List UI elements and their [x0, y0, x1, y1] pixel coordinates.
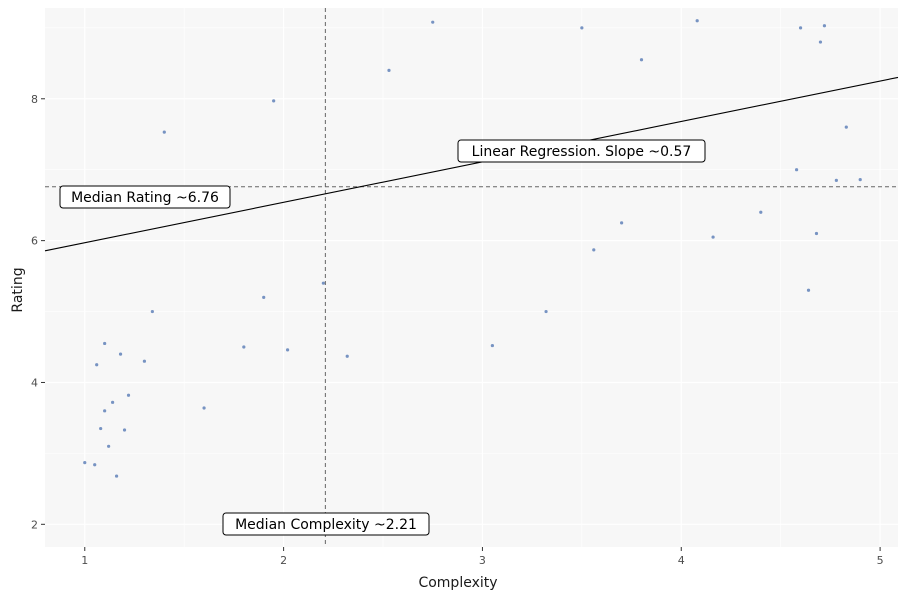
regression-annotation: Linear Regression. Slope ~0.57	[457, 139, 706, 163]
data-point	[93, 463, 97, 467]
data-point	[107, 444, 111, 448]
x-tick-label: 4	[678, 554, 685, 567]
data-point	[242, 345, 246, 349]
data-point	[490, 343, 494, 348]
median-complexity-label: Median Complexity ~2.21	[235, 517, 417, 533]
data-point	[272, 99, 276, 103]
data-point	[142, 359, 147, 363]
data-point	[639, 58, 644, 62]
data-point	[822, 24, 827, 28]
data-point	[150, 309, 154, 314]
data-point	[103, 409, 107, 413]
data-point	[118, 352, 123, 356]
gridlines	[45, 8, 898, 547]
data-point	[111, 400, 115, 404]
data-point	[103, 341, 107, 346]
data-point	[114, 474, 119, 478]
data-point	[592, 248, 596, 252]
data-point	[544, 309, 548, 314]
data-point	[759, 210, 763, 214]
data-point	[126, 393, 131, 397]
x-tick-label: 3	[479, 554, 486, 567]
median-rating-annotation: Median Rating ~6.76	[59, 185, 231, 209]
x-tick-label: 1	[81, 554, 88, 567]
axis-ticks: 1 2 3 4 5 2 4 6 8	[31, 93, 884, 567]
data-point	[95, 363, 99, 367]
y-tick-label: 6	[31, 235, 38, 248]
y-tick-label: 4	[31, 376, 38, 389]
data-point	[99, 426, 103, 431]
data-point	[814, 231, 819, 236]
x-tick-label: 5	[877, 554, 884, 567]
data-point	[818, 40, 823, 44]
data-point	[345, 354, 349, 358]
y-tick-label: 8	[31, 93, 38, 106]
data-point	[202, 406, 206, 410]
data-point	[620, 221, 624, 225]
y-axis-title: Rating	[10, 267, 26, 312]
median-complexity-annotation: Median Complexity ~2.21	[222, 512, 430, 536]
data-point	[83, 461, 87, 465]
data-point	[321, 281, 325, 285]
data-point	[794, 168, 799, 172]
data-point	[262, 295, 266, 299]
data-point	[122, 428, 127, 432]
x-axis-title: Complexity	[418, 575, 497, 591]
data-point	[858, 178, 862, 182]
x-tick-label: 2	[280, 554, 287, 567]
data-point	[431, 20, 435, 24]
data-point	[834, 178, 838, 182]
panel-background	[45, 8, 898, 547]
data-point	[711, 235, 715, 239]
regression-line	[44, 76, 899, 252]
data-points	[83, 19, 862, 478]
data-point	[285, 348, 290, 352]
data-point	[580, 26, 584, 30]
regression-label: Linear Regression. Slope ~0.57	[472, 144, 692, 160]
data-point	[162, 130, 166, 134]
data-point	[695, 19, 699, 23]
median-rating-label: Median Rating ~6.76	[71, 190, 219, 206]
data-point	[387, 68, 391, 73]
data-point	[844, 125, 848, 129]
y-tick-label: 2	[31, 518, 38, 531]
data-point	[798, 26, 803, 30]
data-point	[806, 288, 811, 292]
